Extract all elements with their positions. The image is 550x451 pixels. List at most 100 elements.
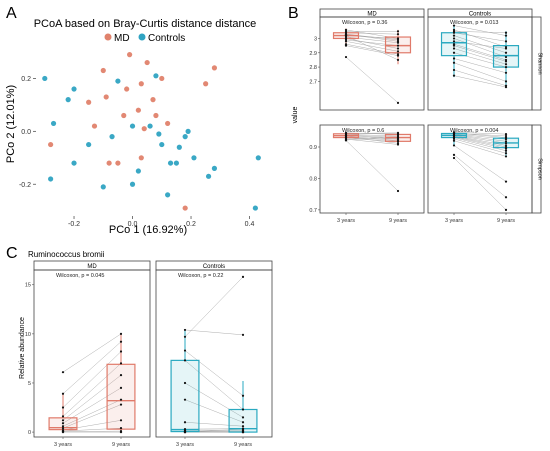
pair-line [184, 422, 244, 427]
pair-line [453, 145, 507, 182]
panel-b-ylabel: value [292, 107, 299, 124]
data-point [452, 44, 456, 47]
point-controls [156, 131, 162, 137]
data-point [61, 425, 65, 428]
data-point [452, 156, 456, 160]
data-point [241, 421, 245, 424]
facet-frame [33, 269, 151, 438]
point-controls [86, 141, 92, 148]
data-point [504, 133, 508, 136]
data-point [241, 430, 245, 434]
data-point [396, 101, 400, 104]
data-point [119, 362, 123, 365]
x-tick-label: 3 years [176, 442, 194, 448]
data-point [396, 189, 400, 193]
panel-a-xlabel: PCo 1 (16.92%) [109, 224, 187, 236]
y-tick-label: 2.7 [309, 79, 317, 85]
pair-line [453, 136, 507, 149]
data-point [504, 147, 508, 150]
pair-line [453, 48, 507, 65]
pair-line [345, 45, 399, 56]
pair-line [184, 360, 244, 410]
pair-line [453, 38, 507, 58]
data-point [504, 65, 508, 69]
pair-line [453, 75, 507, 88]
data-point [241, 428, 245, 431]
point-controls [100, 184, 106, 190]
data-point [504, 55, 508, 59]
data-point [183, 328, 187, 332]
point-controls [50, 120, 57, 127]
pair-line [345, 35, 399, 61]
data-point [241, 416, 245, 419]
strip-right-label: Simpson [537, 158, 543, 179]
pair-line [62, 341, 122, 394]
data-point [183, 430, 187, 434]
data-point [119, 386, 123, 389]
point-md [127, 52, 133, 58]
point-controls [109, 134, 115, 140]
y-tick-label: 0.9 [309, 145, 317, 151]
data-point [396, 30, 400, 33]
data-point [183, 398, 187, 401]
x-tick-label: 3 years [337, 218, 355, 224]
data-point [504, 145, 508, 149]
data-point [344, 139, 348, 142]
point-md [141, 126, 147, 132]
data-point [504, 140, 508, 143]
data-point [119, 419, 123, 422]
pcoa-plot: -0.2 0.0 0.2 0.4 -0.2 0.0 0.2 [19, 52, 261, 228]
data-point [344, 55, 348, 59]
panel-c-ylabel: Relative abundance [19, 317, 26, 379]
data-point [241, 425, 245, 428]
pair-line [453, 138, 507, 154]
legend-controls-swatch [138, 33, 146, 41]
data-point [396, 50, 400, 53]
point-md [86, 99, 92, 105]
data-point [452, 132, 456, 135]
data-point [61, 430, 65, 434]
pair-line [345, 134, 399, 137]
data-point [119, 374, 123, 377]
pair-line [453, 134, 507, 144]
pair-line [345, 140, 399, 192]
pair-line [184, 399, 244, 423]
data-point [396, 132, 400, 135]
pair-line [184, 382, 244, 418]
point-controls [182, 134, 188, 140]
point-controls [255, 155, 261, 161]
pair-line [453, 43, 507, 61]
pair-line [453, 58, 507, 73]
x-tick-label: 9 years [234, 442, 252, 448]
y-tick-label: 0 [28, 430, 31, 436]
point-controls [71, 160, 77, 166]
point-md [165, 120, 171, 127]
point-md [150, 97, 156, 103]
data-point [504, 136, 508, 139]
y-tick-label: -0.2 [19, 182, 31, 189]
data-point [61, 392, 65, 395]
data-point [119, 398, 123, 401]
point-md [182, 205, 188, 211]
pair-line [453, 154, 507, 198]
data-point [61, 427, 65, 430]
data-point [396, 41, 400, 44]
stat-label: Wilcoxon, p = 0.36 [342, 20, 387, 26]
data-point [452, 24, 456, 27]
point-controls [165, 192, 171, 198]
pair-line [62, 420, 122, 431]
data-point [119, 430, 123, 434]
point-md [159, 75, 165, 82]
point-md [153, 112, 159, 119]
point-md [124, 86, 130, 92]
pair-line [62, 374, 122, 421]
x-tick-label: 0.0 [128, 221, 138, 228]
x-tick-label: 9 years [389, 218, 407, 224]
abundance-plot: MD Controls Wilcoxon, p = 0.045 0 5 10 15 3 yea… [25, 260, 273, 448]
data-point [452, 74, 456, 77]
point-controls [135, 168, 141, 174]
data-point [504, 47, 508, 50]
data-point [119, 350, 123, 353]
data-point [241, 408, 245, 411]
pair-line [345, 41, 399, 52]
